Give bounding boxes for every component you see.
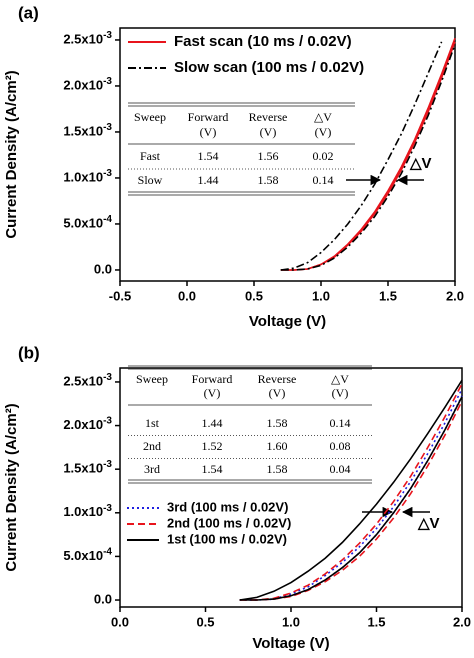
table-header: Sweep xyxy=(134,110,166,124)
table-header: Reverse xyxy=(258,372,297,386)
panel-label: (b) xyxy=(18,343,40,362)
x-axis-label: Voltage (V) xyxy=(252,635,329,652)
x-tick-label: 2.0 xyxy=(446,288,464,303)
legend-label: 2nd (100 ms / 0.02V) xyxy=(167,515,291,530)
table-cell: 1.58 xyxy=(258,173,279,187)
x-tick-label: 1.5 xyxy=(367,614,385,629)
table-header: Forward xyxy=(192,372,233,386)
tick-exponent: -3 xyxy=(103,122,112,133)
table-cell: 2nd xyxy=(143,439,161,453)
table-cell: Slow xyxy=(138,173,163,187)
y-tick-label: 5.0x10-4 xyxy=(63,214,112,231)
curve xyxy=(280,41,456,271)
table-header: (V) xyxy=(315,125,332,139)
x-tick-label: 0.0 xyxy=(111,614,129,629)
table-cell: 1.58 xyxy=(267,416,288,430)
tick-exponent: -4 xyxy=(103,546,112,557)
tick-exponent: -3 xyxy=(103,168,112,179)
y-tick-label: 2.0x10-3 xyxy=(63,415,112,432)
x-tick-label: -0.5 xyxy=(109,288,131,303)
table-header: Sweep xyxy=(136,372,168,386)
table-header: (V) xyxy=(204,386,221,400)
table-header: △V xyxy=(331,372,349,386)
curve xyxy=(239,388,463,601)
table-cell: 0.04 xyxy=(330,462,351,476)
table-cell: 0.14 xyxy=(330,416,351,430)
y-tick-label: 1.0x10-3 xyxy=(63,502,112,519)
curve xyxy=(280,41,443,271)
y-tick-label: 0.0 xyxy=(94,591,112,606)
table-header: Forward xyxy=(188,110,229,124)
y-tick-label: 1.5x10-3 xyxy=(63,459,112,476)
table-header: △V xyxy=(314,110,332,124)
table-cell: 1st xyxy=(145,416,160,430)
legend-label: Fast scan (10 ms / 0.02V) xyxy=(174,33,352,50)
x-tick-label: 2.0 xyxy=(453,614,471,629)
y-tick-label: 2.0x10-3 xyxy=(63,76,112,93)
table-cell: 1.54 xyxy=(198,149,219,163)
table-cell: 1.44 xyxy=(202,416,223,430)
table-cell: 1.58 xyxy=(267,462,288,476)
curve xyxy=(239,383,463,601)
x-tick-label: 1.0 xyxy=(282,614,300,629)
y-axis-label: Current Density (A/cm²) xyxy=(3,70,20,238)
tick-exponent: -3 xyxy=(103,502,112,513)
table-header: (V) xyxy=(200,125,217,139)
x-tick-label: 0.5 xyxy=(245,288,263,303)
y-axis-label: Current Density (A/cm²) xyxy=(3,403,20,571)
table-cell: 1.54 xyxy=(202,462,223,476)
curve xyxy=(239,379,463,601)
y-tick-label: 1.0x10-3 xyxy=(63,168,112,185)
curve xyxy=(280,44,456,271)
table-cell: 3rd xyxy=(144,462,160,476)
tick-exponent: -4 xyxy=(103,214,112,225)
table-cell: 1.56 xyxy=(258,149,279,163)
table-cell: Fast xyxy=(140,149,161,163)
x-tick-label: 0.5 xyxy=(196,614,214,629)
y-tick-label: 1.5x10-3 xyxy=(63,122,112,139)
table-cell: 0.08 xyxy=(330,439,351,453)
plot-frame xyxy=(119,27,456,282)
legend-label: 3rd (100 ms / 0.02V) xyxy=(167,499,288,514)
annotation: △V xyxy=(417,515,440,532)
x-axis-label: Voltage (V) xyxy=(249,313,326,330)
y-tick-label: 0.0 xyxy=(94,261,112,276)
tick-exponent: -3 xyxy=(103,30,112,41)
y-tick-label: 2.5x10-3 xyxy=(63,30,112,47)
table-header: Reverse xyxy=(249,110,288,124)
table-header: (V) xyxy=(260,125,277,139)
tick-exponent: -3 xyxy=(103,372,112,383)
table-header: (V) xyxy=(269,386,286,400)
y-tick-label: 2.5x10-3 xyxy=(63,372,112,389)
curve xyxy=(239,396,463,601)
table-cell: 1.52 xyxy=(202,439,223,453)
tick-exponent: -3 xyxy=(103,459,112,470)
x-tick-label: 1.5 xyxy=(379,288,397,303)
y-tick-label: 5.0x10-4 xyxy=(63,546,112,563)
table-cell: 1.60 xyxy=(267,439,288,453)
table-header: (V) xyxy=(332,386,349,400)
table-cell: 1.44 xyxy=(198,173,219,187)
x-tick-label: 1.0 xyxy=(312,288,330,303)
table-cell: 0.02 xyxy=(313,149,334,163)
tick-exponent: -3 xyxy=(103,76,112,87)
legend-label: Slow scan (100 ms / 0.02V) xyxy=(174,59,364,76)
annotation: △V xyxy=(409,155,432,172)
x-tick-label: 0.0 xyxy=(178,288,196,303)
panel-label: (a) xyxy=(18,3,39,22)
legend-label: 1st (100 ms / 0.02V) xyxy=(167,531,287,546)
table-cell: 0.14 xyxy=(313,173,334,187)
tick-exponent: -3 xyxy=(103,415,112,426)
